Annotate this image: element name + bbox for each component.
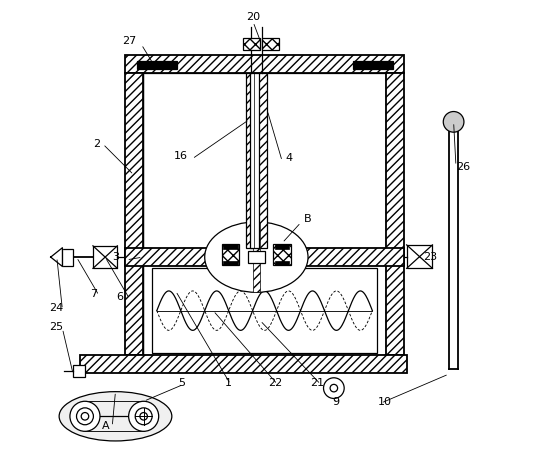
- Bar: [125, 55, 404, 73]
- Text: 9: 9: [332, 397, 340, 407]
- Text: 3: 3: [112, 252, 119, 261]
- Bar: [224, 260, 238, 265]
- Bar: [137, 60, 176, 69]
- Circle shape: [330, 384, 337, 392]
- Ellipse shape: [205, 222, 308, 292]
- Bar: [143, 73, 386, 355]
- Ellipse shape: [59, 392, 172, 441]
- Circle shape: [77, 408, 93, 425]
- Text: 25: 25: [49, 322, 63, 332]
- Bar: [152, 268, 377, 353]
- Bar: [248, 252, 265, 263]
- Circle shape: [140, 413, 148, 420]
- Text: 23: 23: [423, 252, 437, 261]
- Text: 24: 24: [49, 303, 63, 313]
- Bar: [62, 249, 73, 266]
- Text: 4: 4: [286, 153, 293, 163]
- Circle shape: [129, 401, 159, 431]
- Text: 22: 22: [268, 378, 282, 389]
- Text: 7: 7: [90, 289, 97, 299]
- Text: 21: 21: [310, 378, 325, 389]
- Circle shape: [443, 112, 464, 132]
- Bar: [80, 355, 407, 373]
- Bar: [275, 244, 289, 249]
- Bar: [273, 244, 291, 265]
- Bar: [386, 73, 404, 355]
- Circle shape: [81, 413, 89, 420]
- Bar: [250, 73, 259, 248]
- Text: 10: 10: [377, 397, 392, 407]
- Text: 1: 1: [225, 378, 231, 389]
- Text: 16: 16: [174, 151, 188, 161]
- Bar: [125, 248, 404, 266]
- Text: 27: 27: [123, 36, 137, 46]
- Bar: [73, 365, 85, 377]
- Text: 20: 20: [246, 12, 260, 22]
- Text: 5: 5: [178, 378, 185, 389]
- Bar: [221, 244, 239, 265]
- Bar: [352, 60, 392, 69]
- Circle shape: [324, 378, 344, 398]
- Bar: [275, 260, 289, 265]
- Bar: [93, 246, 117, 268]
- Circle shape: [70, 401, 100, 431]
- Text: 6: 6: [117, 292, 124, 301]
- Circle shape: [135, 408, 152, 425]
- Text: B: B: [304, 214, 312, 224]
- Bar: [262, 38, 279, 50]
- Text: 2: 2: [93, 139, 100, 149]
- Bar: [253, 222, 260, 292]
- Text: 26: 26: [456, 162, 470, 172]
- Bar: [407, 245, 432, 268]
- Polygon shape: [51, 248, 62, 267]
- Bar: [125, 73, 143, 355]
- Bar: [243, 38, 260, 50]
- Text: A: A: [102, 421, 110, 430]
- Bar: [245, 73, 267, 248]
- Bar: [224, 244, 238, 249]
